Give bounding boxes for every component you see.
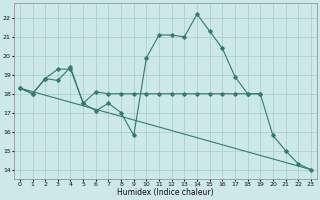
X-axis label: Humidex (Indice chaleur): Humidex (Indice chaleur) [117,188,214,197]
